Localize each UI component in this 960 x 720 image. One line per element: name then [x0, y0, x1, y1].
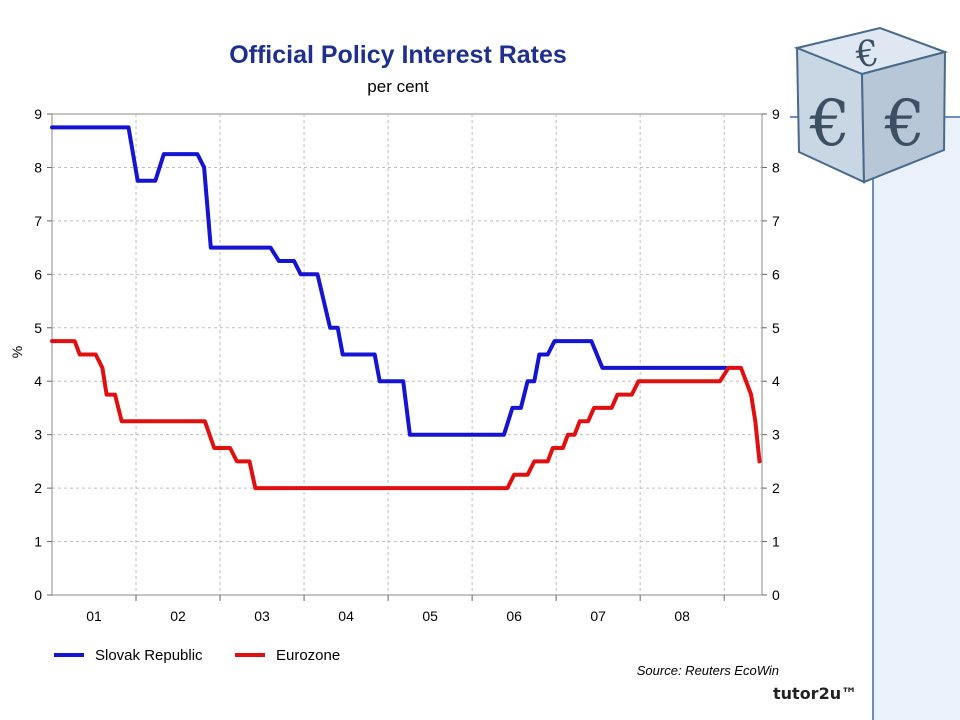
y-axis-left: 0 1 2 3 4 5 6 7 8 9: [34, 106, 52, 603]
side-panel: [872, 118, 960, 720]
legend: Slovak Republic Eurozone: [54, 647, 340, 664]
x-tick-label: 08: [674, 608, 690, 624]
chart-subtitle: per cent: [367, 77, 429, 96]
y-tick-label-left: 6: [34, 266, 42, 282]
euro-symbol-left: €: [809, 87, 851, 161]
y-tick-label-left: 3: [34, 427, 42, 443]
series-line-slovak-republic: [50, 125, 728, 437]
euro-symbol-right: €: [884, 87, 926, 161]
legend-label-eurozone: Eurozone: [276, 647, 340, 664]
y-tick-label-left: 4: [34, 373, 42, 389]
chart-title: Official Policy Interest Rates: [229, 41, 567, 69]
x-tick-label: 07: [590, 608, 606, 624]
y-tick-label-left: 5: [34, 320, 42, 336]
brand-logo: tutor2u™: [773, 684, 858, 703]
y-tick-label-right: 3: [772, 427, 780, 443]
euro-symbol-top: €: [852, 33, 881, 77]
y-tick-label-right: 1: [772, 534, 780, 550]
y-tick-label-right: 8: [772, 159, 780, 175]
y-tick-label-left: 9: [34, 106, 42, 122]
y-tick-label-left: 8: [34, 159, 42, 175]
x-tick-label: 06: [506, 608, 522, 624]
x-tick-label: 05: [422, 608, 438, 624]
y-tick-label-right: 6: [772, 266, 780, 282]
y-tick-label-left: 0: [34, 587, 42, 603]
y-tick-label-right: 2: [772, 480, 780, 496]
y-tick-label-right: 7: [772, 213, 780, 229]
y-tick-label-right: 5: [772, 320, 780, 336]
x-tick-label: 03: [254, 608, 270, 624]
y-axis-label: %: [9, 346, 25, 358]
y-tick-label-right: 9: [772, 106, 780, 122]
legend-label-slovak-republic: Slovak Republic: [95, 647, 203, 664]
y-tick-label-right: 4: [772, 373, 780, 389]
x-tick-label: 02: [170, 608, 186, 624]
series-line-eurozone: [50, 339, 762, 491]
x-axis: 01 02 03 04 05 06 07 08: [86, 595, 725, 624]
y-tick-label-left: 7: [34, 213, 42, 229]
x-tick-label: 04: [338, 608, 354, 624]
series-layer: [50, 125, 762, 491]
y-axis-right: 0 1 2 3 4 5 6 7 8 9: [762, 106, 780, 603]
plot-area: [51, 113, 763, 596]
euro-cube-logo: € € €: [793, 26, 949, 184]
y-tick-label-left: 1: [34, 534, 42, 550]
y-tick-label-left: 2: [34, 480, 42, 496]
x-tick-label: 01: [86, 608, 102, 624]
source-note: Source: Reuters EcoWin: [637, 663, 779, 678]
y-tick-label-right: 0: [772, 587, 780, 603]
